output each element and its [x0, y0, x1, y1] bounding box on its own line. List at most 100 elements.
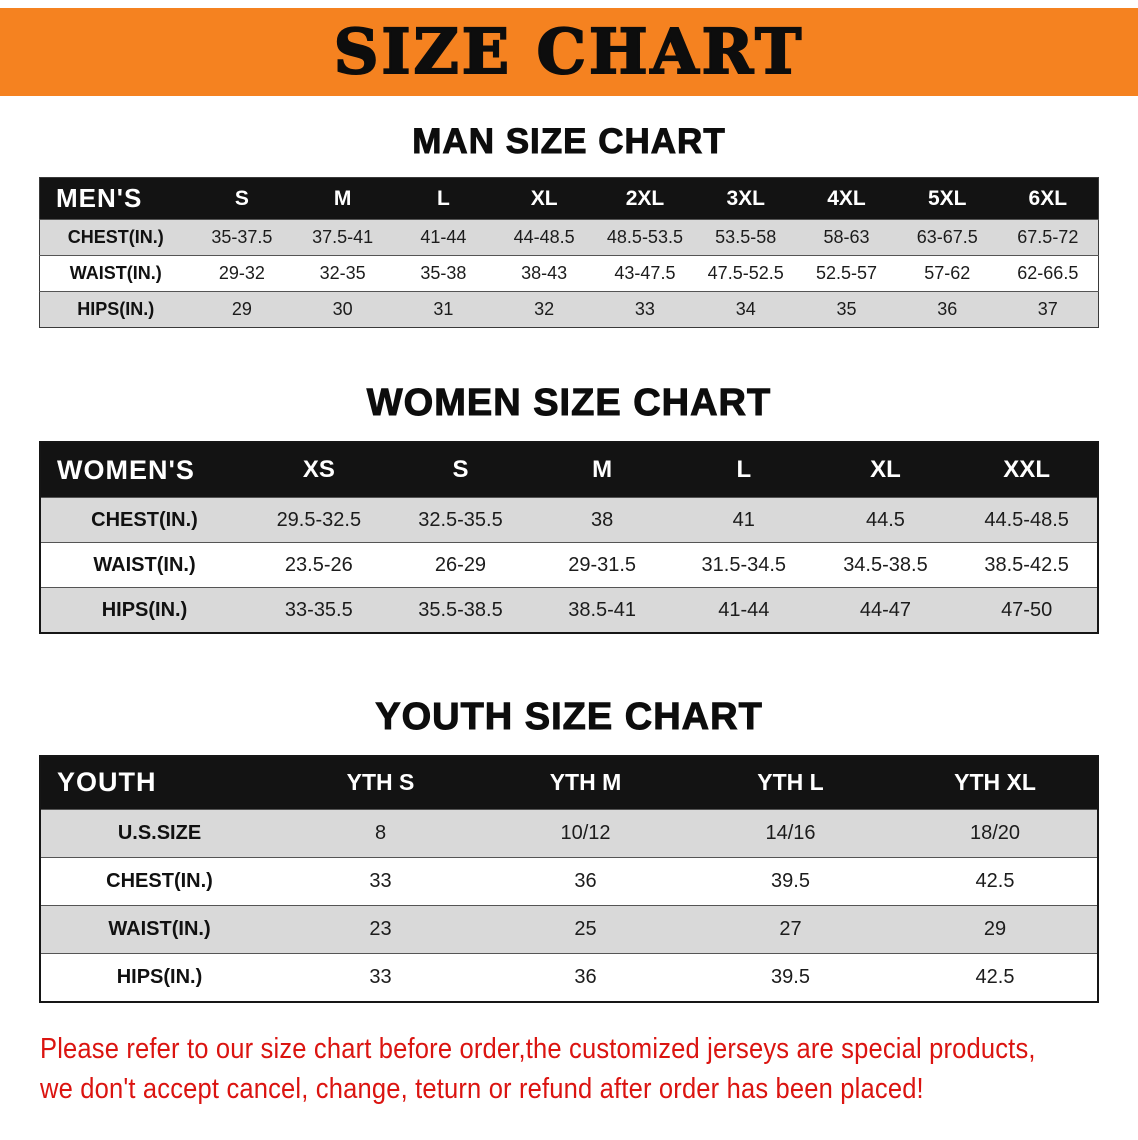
size-value-cell: 29 [983, 918, 1007, 941]
size-value-cell: 58-63 [823, 227, 870, 248]
measurement-row: WAIST(IN.) 23.5-26 26-29 29-31.5 31.5-34.5 34… [40, 542, 1098, 588]
size-value-cell: 47-50 [1001, 598, 1053, 621]
size-column-header: S [389, 441, 532, 498]
row-label: CHEST(IN.) [106, 870, 213, 893]
measurement-row: CHEST(IN.) 29.5-32.5 32.5-35.5 38 41 44.5 44.5… [40, 497, 1098, 543]
row-label: HIPS(IN.) [77, 299, 155, 320]
title-banner: SIZE CHART [0, 8, 1138, 96]
size-value-cell: 14/16 [765, 822, 816, 845]
size-column-header: 3XL [695, 177, 797, 220]
size-value-cell: 33 [369, 965, 392, 988]
table-corner-label: MEN'S [39, 177, 192, 220]
size-column-header: 2XL [594, 177, 696, 220]
size-value-cell: 44.5 [865, 508, 905, 531]
size-column-header: YTH S [278, 755, 483, 810]
row-label: CHEST(IN.) [67, 227, 164, 248]
size-value-cell: 37 [1037, 299, 1058, 320]
measurement-row: WAIST(IN.) 29-32 32-35 35-38 38-43 43-47.5 47.… [39, 255, 1099, 292]
size-value-cell: 36 [937, 299, 958, 320]
row-label: HIPS(IN.) [116, 965, 203, 988]
size-chart-page: SIZE CHART MAN SIZE CHART MEN'S S M L XL 2XL 3… [0, 8, 1138, 1110]
size-value-cell: 37.5-41 [312, 227, 374, 248]
row-label: HIPS(IN.) [101, 598, 188, 621]
size-column-header: M [531, 441, 673, 498]
size-value-cell: 35.5-38.5 [418, 598, 503, 621]
size-value-cell: 27 [779, 918, 802, 941]
size-value-cell: 29-32 [218, 263, 265, 284]
men-size-table: MEN'S S M L XL 2XL 3XL 4XL 5XL 6XL CHEST(IN.) 35-37… [39, 177, 1099, 329]
size-value-cell: 39.5 [771, 870, 810, 893]
page-title: SIZE CHART [333, 15, 805, 88]
size-column-header: S [191, 177, 293, 220]
measurement-row: HIPS(IN.) 29 30 31 32 33 34 35 36 37 [39, 291, 1099, 328]
size-column-header: XL [814, 441, 957, 498]
youth-section-heading: YOUTH SIZE CHART [375, 695, 763, 738]
measurement-row: CHEST(IN.) 35-37.5 37.5-41 41-44 44-48.5 48.5… [39, 219, 1099, 256]
size-value-cell: 41-44 [420, 227, 467, 248]
disclaimer-text: Please refer to our size chart before or… [40, 1029, 1122, 1110]
size-column-header: 4XL [796, 177, 897, 220]
table-header-row: YOUTH YTH S YTH M YTH L YTH XL [40, 755, 1098, 810]
size-value-cell: 63-67.5 [916, 227, 978, 248]
size-value-cell: 38.5-42.5 [984, 553, 1069, 576]
measurement-row: HIPS(IN.) 33 36 39.5 42.5 [40, 953, 1098, 1002]
table-header-row: WOMEN'S XS S M L XL XXL [40, 441, 1098, 498]
row-label: CHEST(IN.) [91, 508, 198, 531]
youth-size-table: YOUTH YTH S YTH M YTH L YTH XL U.S.SIZE 8 10/12… [39, 754, 1099, 1003]
size-value-cell: 41-44 [718, 598, 770, 621]
size-value-cell: 34 [735, 299, 756, 320]
size-column-header: 6XL [997, 177, 1099, 220]
size-value-cell: 25 [574, 918, 597, 941]
measurement-row: CHEST(IN.) 33 36 39.5 42.5 [40, 857, 1098, 906]
size-value-cell: 57-62 [924, 263, 971, 284]
size-value-cell: 30 [332, 299, 353, 320]
size-column-header: YTH XL [893, 755, 1098, 810]
size-value-cell: 36 [574, 965, 597, 988]
size-value-cell: 42.5 [975, 965, 1015, 988]
size-column-header: XS [248, 441, 390, 498]
disclaimer-line-2: we don't accept cancel, change, teturn o… [40, 1073, 924, 1106]
size-value-cell: 35 [836, 299, 857, 320]
size-value-cell: 31.5-34.5 [701, 553, 787, 576]
measurement-row: HIPS(IN.) 33-35.5 35.5-38.5 38.5-41 41-44 44-… [40, 587, 1098, 633]
size-value-cell: 23 [369, 918, 392, 941]
size-value-cell: 47.5-52.5 [707, 263, 784, 284]
size-value-cell: 44-48.5 [513, 227, 575, 248]
size-value-cell: 39.5 [771, 965, 810, 988]
size-value-cell: 32 [534, 299, 555, 320]
size-value-cell: 67.5-72 [1017, 227, 1079, 248]
size-column-header: 5XL [896, 177, 998, 220]
size-value-cell: 52.5-57 [815, 263, 877, 284]
measurement-row: U.S.SIZE 8 10/12 14/16 18/20 [40, 809, 1098, 858]
size-column-header: YTH L [688, 755, 893, 810]
size-column-header: L [672, 441, 815, 498]
row-label: U.S.SIZE [117, 822, 202, 845]
size-value-cell: 34.5-38.5 [843, 553, 928, 576]
size-value-cell: 29 [231, 299, 252, 320]
size-value-cell: 38.5-41 [568, 598, 637, 621]
disclaimer-line-1: Please refer to our size chart before or… [40, 1032, 1036, 1065]
size-value-cell: 32-35 [319, 263, 366, 284]
size-value-cell: 10/12 [560, 822, 611, 845]
size-column-header: XL [493, 177, 595, 220]
size-column-header: XXL [956, 441, 1098, 498]
size-value-cell: 36 [574, 870, 597, 893]
table-header-row: MEN'S S M L XL 2XL 3XL 4XL 5XL 6XL [39, 177, 1099, 220]
row-label: WAIST(IN.) [108, 918, 211, 941]
size-value-cell: 31 [433, 299, 454, 320]
size-value-cell: 26-29 [434, 553, 487, 576]
row-label: WAIST(IN.) [69, 263, 162, 284]
size-value-cell: 33 [634, 299, 655, 320]
size-value-cell: 48.5-53.5 [606, 227, 683, 248]
size-value-cell: 38 [591, 508, 614, 531]
table-corner-label: WOMEN'S [40, 441, 248, 498]
size-value-cell: 35-37.5 [211, 227, 273, 248]
size-value-cell: 62-66.5 [1017, 263, 1079, 284]
size-value-cell: 29-31.5 [568, 553, 637, 576]
size-value-cell: 42.5 [975, 870, 1015, 893]
table-corner-label: YOUTH [40, 755, 278, 810]
size-value-cell: 8 [374, 822, 387, 845]
size-value-cell: 53.5-58 [715, 227, 777, 248]
women-section-heading: WOMEN SIZE CHART [366, 382, 772, 425]
size-column-header: L [393, 177, 494, 220]
